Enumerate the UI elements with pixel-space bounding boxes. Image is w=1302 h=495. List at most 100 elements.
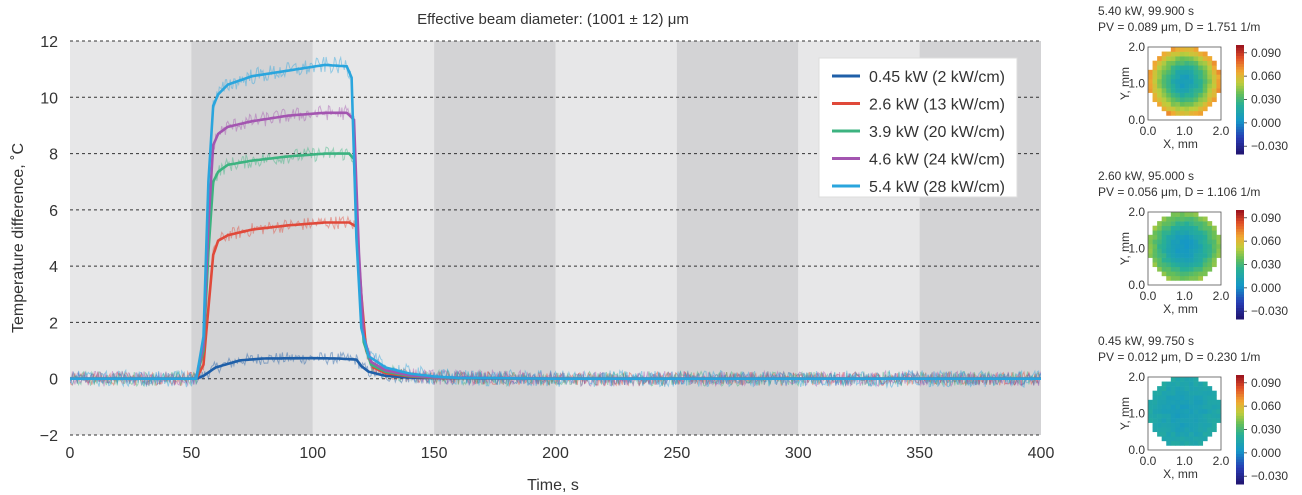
heatmap-cell xyxy=(1211,390,1217,396)
heatmap-cell xyxy=(1161,56,1167,61)
heatmap-cell xyxy=(1193,427,1199,433)
heatmap-cell xyxy=(1179,97,1185,103)
colorbar-segment xyxy=(1236,218,1244,222)
heatmap-cell xyxy=(1161,69,1167,75)
heatmap-frame xyxy=(1147,211,1222,286)
heatmap-cell xyxy=(1175,110,1181,116)
colorbar-segment xyxy=(1236,72,1244,76)
heatmap-cell xyxy=(1184,262,1190,268)
heatmap-cell xyxy=(1166,275,1172,281)
colorbar-segment xyxy=(1236,404,1244,409)
colorbar-segment xyxy=(1236,394,1244,398)
colorbar-segment xyxy=(1236,385,1244,390)
heatmap-cell xyxy=(1152,248,1158,254)
heatmap-cell xyxy=(1198,239,1204,245)
heatmap-cell xyxy=(1157,418,1162,423)
heatmap-cell xyxy=(1207,422,1213,428)
heatmap-cell xyxy=(1179,253,1185,258)
colorbar-segment xyxy=(1236,129,1244,133)
heatmap-cell xyxy=(1166,234,1172,240)
heatmap-cell xyxy=(1216,253,1222,258)
colorbar-segment xyxy=(1236,64,1244,68)
heatmap-cell xyxy=(1175,381,1181,387)
heatmap-cell xyxy=(1161,234,1167,240)
heatmap-cell xyxy=(1152,65,1158,71)
heatmap-y-tick-label: 2.0 xyxy=(1128,370,1145,384)
heatmap-cell xyxy=(1189,56,1194,61)
heatmap-frame xyxy=(1147,46,1222,121)
heatmap-cell xyxy=(1161,408,1167,414)
heatmap-cell xyxy=(1166,271,1172,277)
heatmap-cell xyxy=(1179,390,1185,396)
colorbar-segment xyxy=(1236,375,1244,379)
legend-label: 4.6 kW (24 kW/cm) xyxy=(869,152,1005,169)
heatmap-cell xyxy=(1198,234,1204,240)
heatmap-cell xyxy=(1189,110,1194,116)
heatmap-cell xyxy=(1161,257,1167,263)
heatmap-cell xyxy=(1179,275,1185,281)
heatmap-cell xyxy=(1193,399,1199,405)
heatmap-cell xyxy=(1211,395,1217,401)
heatmap-cell xyxy=(1193,212,1199,217)
heatmap-cell xyxy=(1179,216,1185,222)
heatmap-cell xyxy=(1157,97,1162,103)
heatmap-cell xyxy=(1202,386,1208,391)
colorbar-segment xyxy=(1236,413,1244,417)
heatmap-cell xyxy=(1166,253,1172,258)
colorbar-segment xyxy=(1236,55,1244,60)
heatmap-x-tick-label: 2.0 xyxy=(1213,289,1230,303)
heatmap-cell xyxy=(1193,243,1199,249)
colorbar-segment xyxy=(1236,69,1244,73)
colorbar-segment xyxy=(1236,286,1244,290)
heatmap-cell xyxy=(1161,266,1167,272)
heatmap-cell xyxy=(1157,65,1162,71)
colorbar-segment xyxy=(1236,226,1244,230)
heatmap-cell xyxy=(1202,97,1208,103)
colorbar-tick-label: 0.090 xyxy=(1251,46,1281,60)
heatmap-cell xyxy=(1202,399,1208,405)
heatmap-cell xyxy=(1207,74,1213,80)
heatmap-cell xyxy=(1166,106,1172,112)
colorbar-segment xyxy=(1236,96,1244,100)
background-band xyxy=(676,41,799,435)
heatmap-cell xyxy=(1216,248,1222,254)
heatmap-cell xyxy=(1198,221,1204,226)
colorbar-tick-label: 0.000 xyxy=(1251,116,1281,130)
legend-label: 0.45 kW (2 kW/cm) xyxy=(869,69,1005,86)
colorbar-segment xyxy=(1236,223,1244,227)
heatmap-cell xyxy=(1170,275,1176,281)
heatmap-cell xyxy=(1175,422,1181,428)
heatmap-cell xyxy=(1207,65,1213,71)
heatmap-cell xyxy=(1157,262,1162,268)
heatmap-cell xyxy=(1202,78,1208,84)
heatmap-x-tick-label: 1.0 xyxy=(1176,124,1193,138)
heatmap-cell xyxy=(1166,381,1172,387)
heatmap-cell xyxy=(1211,427,1217,433)
heatmap-cell xyxy=(1202,106,1208,112)
heatmap-cell xyxy=(1175,234,1181,240)
heatmap-cell xyxy=(1184,440,1190,446)
heatmap-cell xyxy=(1157,243,1162,249)
heatmap-cell xyxy=(1170,92,1176,98)
heatmap-cell xyxy=(1184,386,1190,391)
heatmap-cell xyxy=(1161,106,1167,112)
heatmap-cell xyxy=(1193,395,1199,401)
heatmap-cell xyxy=(1202,404,1208,410)
x-tick-label: 250 xyxy=(664,445,691,462)
heatmap-cell xyxy=(1152,418,1158,423)
heatmap-cell xyxy=(1216,78,1222,84)
heatmap-cell xyxy=(1152,395,1158,401)
heatmap-cell xyxy=(1184,106,1190,112)
heatmap-cell xyxy=(1175,221,1181,226)
heatmap-cell xyxy=(1161,399,1167,405)
colorbar-segment xyxy=(1236,124,1244,128)
colorbar-segment xyxy=(1236,391,1244,395)
colorbar-segment xyxy=(1236,50,1244,54)
colorbar-segment xyxy=(1236,115,1244,120)
heatmap-cell xyxy=(1202,74,1208,80)
colorbar-segment xyxy=(1236,231,1244,236)
heatmap-cell xyxy=(1189,230,1194,236)
heatmap-cell xyxy=(1193,106,1199,112)
colorbar-segment xyxy=(1236,434,1244,439)
heatmap-cell xyxy=(1198,97,1204,103)
